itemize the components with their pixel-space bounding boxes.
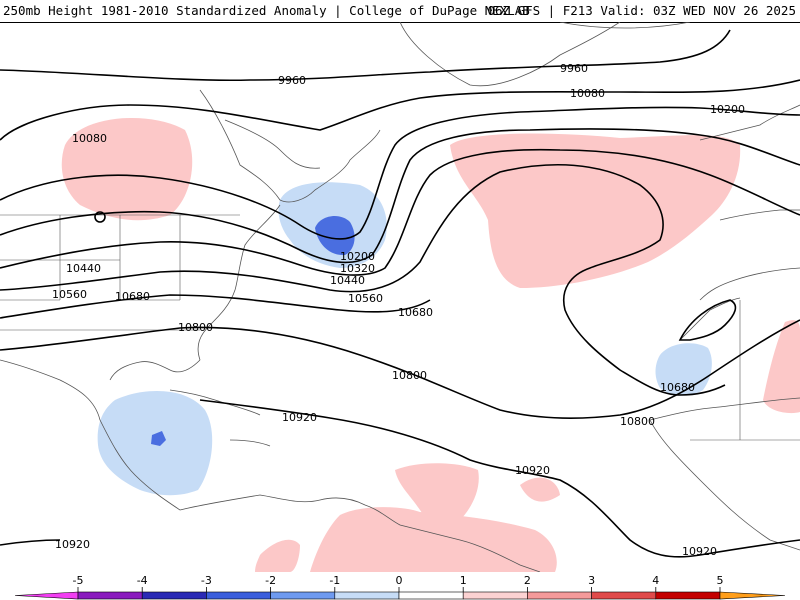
colorbar-tick-label: -3 [201,574,212,587]
contour-label: 10800 [620,415,655,428]
colorbar-tick-label: 1 [460,574,467,587]
anomaly-negative-region-strong [315,216,355,256]
anomaly-positive-region [450,133,741,288]
colorbar-tick-label: 3 [588,574,595,587]
contour-label: 10920 [282,411,317,424]
anomaly-positive-region [395,463,479,526]
anomaly-colorbar: -5 -4 -3 -2 -1 0 1 2 3 4 5 [14,574,786,600]
anomaly-shading [61,118,800,572]
colorbar-segment [719,591,786,600]
colorbar-segment [270,591,336,600]
colorbar-tick-label: 0 [396,574,403,587]
map-panel: 9960 9960 10080 10080 10200 10200 10320 … [0,22,800,572]
contour-10920 [199,399,800,558]
colorbar-segment [398,591,464,600]
model-valid-time: 06Z GFS | F213 Valid: 03Z WED NOV 26 202… [487,3,796,18]
coastlines [0,22,800,572]
anomaly-positive-region [310,507,557,572]
contour-label: 10560 [348,292,383,305]
contour-label: 10440 [66,262,101,275]
contour-label: 10920 [515,464,550,477]
anomaly-negative-region-strong [151,431,166,446]
contour-label: 10680 [115,290,150,303]
colorbar-segment [77,591,143,600]
header-bar: 250mb Height 1981-2010 Standardized Anom… [0,0,800,23]
contour-label-group: 9960 9960 10080 10080 10200 10200 10320 … [52,62,745,558]
contour-label: 10320 [340,262,375,275]
colorbar-tick-label: -2 [265,574,276,587]
anomaly-positive-region [255,539,300,572]
colorbar-segment [334,591,400,600]
contour-label: 9960 [278,74,306,87]
anomaly-positive-region [763,320,800,414]
contour-label: 10080 [72,132,107,145]
colorbar-segment [591,591,657,600]
colorbar-tick-label: 4 [652,574,659,587]
contour-10680 [0,294,431,319]
contour-label: 10080 [570,87,605,100]
colorbar-tick-label: -1 [329,574,340,587]
colorbar-tick-label: 5 [717,574,724,587]
political-borders [0,214,800,441]
colorbar-segment [141,591,207,600]
height-contours [0,29,800,558]
colorbar-segment [462,591,528,600]
contour-label: 10200 [340,250,375,263]
colorbar-tick-label: -5 [73,574,84,587]
contour-label: 10200 [710,103,745,116]
contour-label: 9960 [560,62,588,75]
contour-label: 10800 [178,321,213,334]
contour-label: 10920 [682,545,717,558]
contour-10680-east [678,299,737,341]
contour-10200 [0,106,800,240]
colorbar-segment [655,591,721,600]
colorbar-segment [14,591,79,600]
contour-label: 10560 [52,288,87,301]
contour-label: 10920 [55,538,90,551]
colorbar-segment [527,591,592,600]
contour-label: 10440 [330,274,365,287]
contour-10080 [0,79,800,141]
contour-10560 [0,163,726,396]
contour-10320 [0,128,800,264]
contour-10920-west [0,539,61,546]
contour-label: 10680 [660,381,695,394]
colorbar-tick-label: 2 [524,574,531,587]
colorbar-segment [206,591,271,600]
map-title: 250mb Height 1981-2010 Standardized Anom… [3,3,530,18]
contour-10800 [0,319,800,420]
contour-9960 [0,29,731,82]
contour-label: 10800 [392,369,427,382]
anomaly-positive-region [520,477,560,502]
anomaly-positive-region [61,118,193,221]
contour-label: 10680 [398,306,433,319]
contour-small-closed [94,211,106,223]
contour-10440 [0,148,800,276]
colorbar-tick-label: -4 [137,574,148,587]
